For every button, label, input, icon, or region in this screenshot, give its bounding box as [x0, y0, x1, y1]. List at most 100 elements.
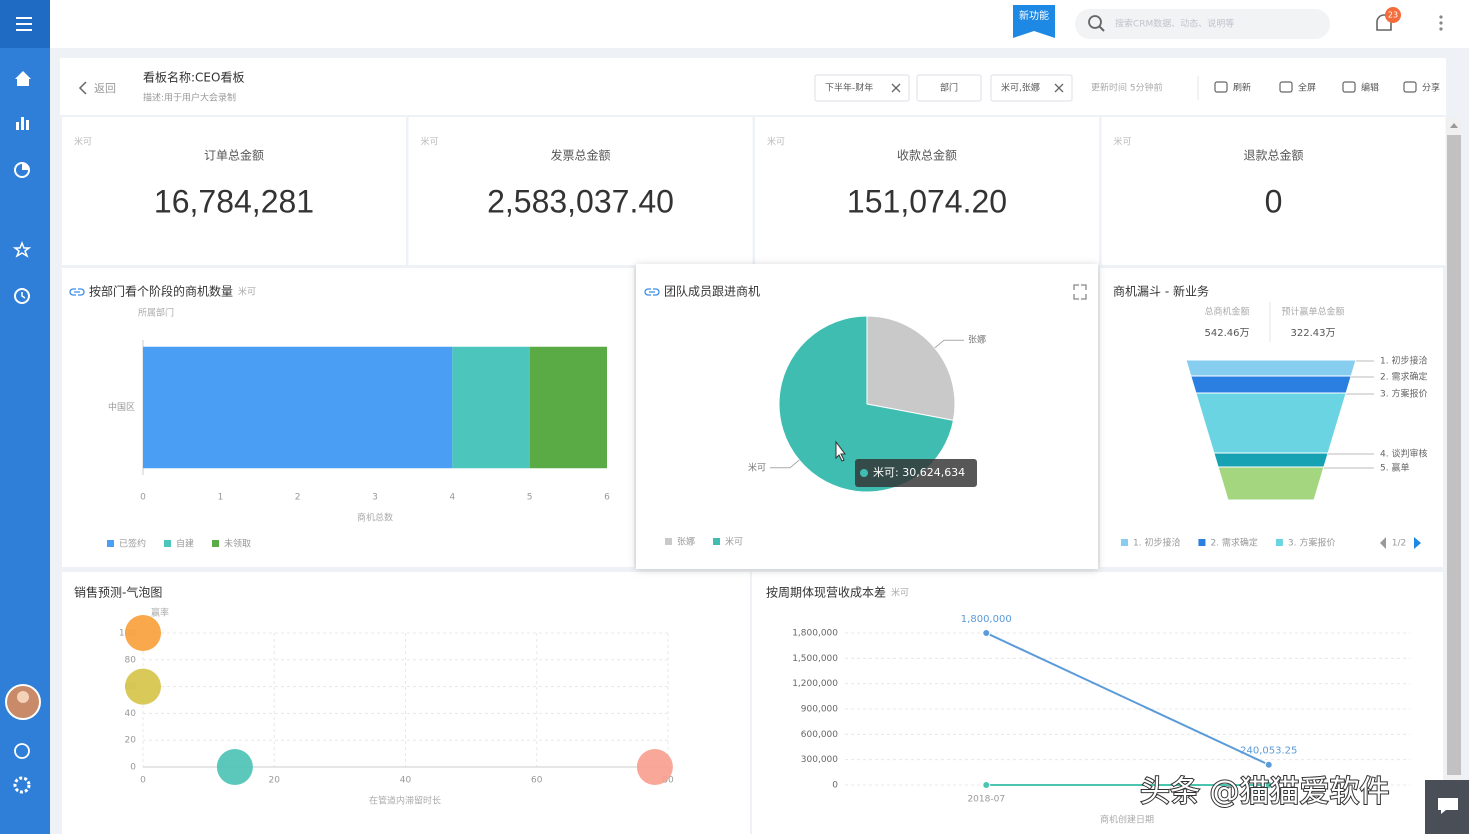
search-box[interactable]: [1075, 9, 1330, 39]
bubble: [125, 615, 161, 651]
leader-line: [769, 459, 800, 469]
more-icon[interactable]: [1439, 15, 1443, 31]
pager-text: 1/2: [1392, 539, 1406, 549]
chart-title: 按周期体现营收成本差: [766, 586, 886, 600]
link-icon: [69, 288, 85, 296]
back-link[interactable]: 返回: [94, 82, 116, 95]
action-icon[interactable]: [1342, 81, 1356, 93]
kpi-card: [62, 117, 406, 265]
bar: [143, 346, 453, 469]
data-label: 240,053.25: [1240, 746, 1297, 757]
tooltip-text: 米可: 30,624,634: [873, 466, 965, 479]
kpi-owner: 米可: [421, 136, 439, 148]
y-axis-title: 所属部门: [138, 307, 174, 319]
notification-count: 23: [1388, 11, 1398, 20]
back-icon[interactable]: [78, 81, 87, 95]
filter-chip[interactable]: [916, 74, 982, 102]
kpi-label: 收款总金额: [897, 148, 957, 163]
bar: [529, 346, 607, 469]
action-icon[interactable]: [1403, 81, 1417, 93]
legend-label[interactable]: 米可: [725, 536, 743, 548]
report-icon[interactable]: [16, 117, 29, 130]
settings-icon[interactable]: [13, 776, 31, 794]
bar: [452, 346, 530, 469]
kpi-owner: 米可: [74, 136, 92, 148]
x-tick-label: 80: [662, 776, 674, 786]
legend-swatch: [212, 540, 220, 547]
action-label[interactable]: 刷新: [1233, 82, 1251, 94]
legend-label[interactable]: 未领取: [224, 538, 251, 550]
action-label[interactable]: 全屏: [1298, 82, 1316, 94]
x-tick-label: 2: [295, 493, 301, 503]
line-series: [985, 632, 1270, 766]
pager-next[interactable]: [1414, 537, 1421, 549]
filter-chip[interactable]: [990, 74, 1073, 102]
y-tick-label: 0: [832, 781, 838, 791]
x-tick-label: 2018-07: [967, 795, 1005, 805]
line-point: [982, 781, 991, 789]
legend-swatch: [107, 540, 114, 547]
kpi-value: 2,583,037.40: [487, 183, 674, 219]
y-tick-label: 中国区: [108, 401, 135, 413]
x-axis-title: 在管道内滞留时长: [369, 795, 441, 807]
line-point: [1264, 781, 1273, 789]
stat-label: 预计赢单总金额: [1281, 306, 1344, 318]
y-axis-title: 赢率: [151, 607, 169, 619]
action-icon[interactable]: [1279, 81, 1293, 93]
legend-label[interactable]: 3. 方案报价: [1288, 537, 1335, 549]
x-axis-title: 商机总数: [357, 512, 393, 524]
search-icon: [1088, 15, 1102, 29]
legend-label[interactable]: 自建: [176, 538, 194, 550]
funnel-segment: [1195, 392, 1347, 454]
chart-title: 按部门看个阶段的商机数量: [89, 284, 233, 299]
chart-tag: 米可: [891, 587, 909, 599]
y-tick-label: 300,000: [801, 755, 838, 765]
filter-label: 部门: [940, 82, 958, 94]
clock-icon[interactable]: [14, 288, 30, 304]
x-axis-title: 商机创建日期: [1100, 814, 1154, 826]
x-tick-label: 20: [269, 776, 281, 786]
clock-hands: [21, 292, 26, 299]
expand-icon[interactable]: [1073, 284, 1087, 300]
pager-prev[interactable]: [1380, 537, 1386, 549]
kpi-value: 0: [1265, 183, 1283, 219]
new-feature-badge[interactable]: [1013, 5, 1055, 38]
filter-label: 米可,张娜: [1001, 82, 1040, 94]
line-point: [1264, 760, 1273, 769]
kpi-value: 16,784,281: [154, 183, 314, 219]
chart-icon-slice: [22, 163, 29, 170]
chart-tag: 米可: [238, 286, 256, 298]
scrollbar-thumb[interactable]: [1447, 135, 1461, 775]
filter-chip[interactable]: [814, 74, 910, 102]
funnel-segment: [1213, 452, 1329, 468]
help-icon[interactable]: [14, 743, 30, 759]
filter-remove[interactable]: [1054, 83, 1064, 93]
legend-swatch: [1275, 539, 1283, 546]
filter-label: 下半年-财年: [825, 82, 873, 94]
x-tick-label: 0: [140, 493, 146, 503]
action-label[interactable]: 分享: [1422, 82, 1440, 94]
leader-line: [934, 339, 965, 349]
legend-swatch: [164, 540, 172, 547]
tooltip-dot: [860, 469, 868, 477]
avatar-face: [17, 691, 29, 703]
line-point: [982, 629, 991, 637]
link-icon: [644, 288, 660, 296]
funnel-label: 5. 赢单: [1380, 462, 1409, 474]
chart-panel: [62, 572, 750, 834]
bubble: [636, 749, 673, 785]
x-tick-label: 4: [449, 493, 455, 503]
legend-label[interactable]: 已签约: [119, 538, 146, 550]
legend-label[interactable]: 1. 初步接洽: [1133, 537, 1180, 549]
action-label[interactable]: 编辑: [1361, 82, 1379, 94]
kpi-owner: 米可: [767, 136, 785, 148]
action-icon[interactable]: [1214, 81, 1228, 93]
filter-remove[interactable]: [891, 83, 901, 93]
scroll-up[interactable]: [1450, 123, 1458, 128]
home-icon[interactable]: [15, 71, 31, 86]
y-tick-label: 1,800,000: [792, 629, 838, 639]
star-icon[interactable]: [12, 240, 32, 258]
legend-label[interactable]: 张娜: [677, 536, 695, 548]
cursor: [835, 440, 846, 462]
legend-label[interactable]: 2. 需求确定: [1210, 537, 1257, 549]
